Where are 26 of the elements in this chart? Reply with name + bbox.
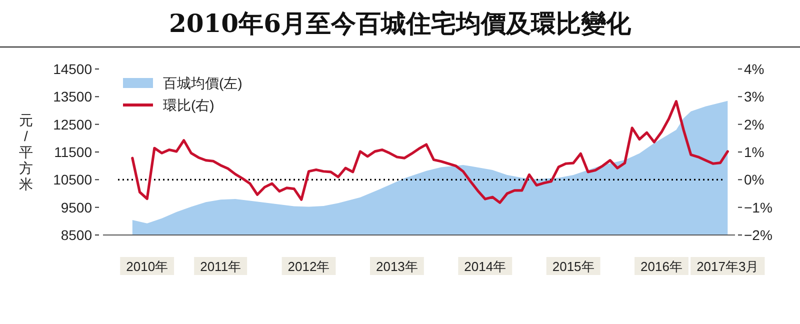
x-tick-label: 2010年 xyxy=(126,259,168,274)
x-tick-label: 2017年3月 xyxy=(696,259,759,274)
y-tick-label: 13500 xyxy=(53,88,92,105)
y-axis-title: 元/平方米 xyxy=(19,112,33,192)
y-tick-label: 14500 xyxy=(53,61,92,77)
y2-tick-label: 4% xyxy=(744,61,764,77)
y2-tick-label: 3% xyxy=(744,88,764,105)
legend-label: 環比(右) xyxy=(163,97,214,113)
x-tick-label: 2013年 xyxy=(376,259,418,274)
y2-tick-label: 1% xyxy=(744,144,764,160)
x-tick-label: 2012年 xyxy=(288,259,330,274)
y-tick-label: 12500 xyxy=(53,116,92,132)
y2-tick-label: 2% xyxy=(744,116,764,132)
y2-tick-label: 0% xyxy=(744,172,764,188)
y2-tick-label: −1% xyxy=(744,199,772,216)
chart-title: 2010年6月至今百城住宅均價及環比變化 xyxy=(169,9,632,38)
y-tick-label: 10500 xyxy=(53,172,92,188)
y-tick-label: 8500 xyxy=(60,227,92,243)
legend-label: 百城均價(左) xyxy=(163,75,242,91)
x-tick-label: 2011年 xyxy=(200,259,242,274)
y2-tick-label: −2% xyxy=(744,227,772,243)
y-tick-label: 9500 xyxy=(60,199,92,216)
x-tick-label: 2016年 xyxy=(640,259,682,274)
x-tick-label: 2014年 xyxy=(464,259,506,274)
x-tick-label: 2015年 xyxy=(552,259,594,274)
y-tick-label: 11500 xyxy=(54,144,92,160)
